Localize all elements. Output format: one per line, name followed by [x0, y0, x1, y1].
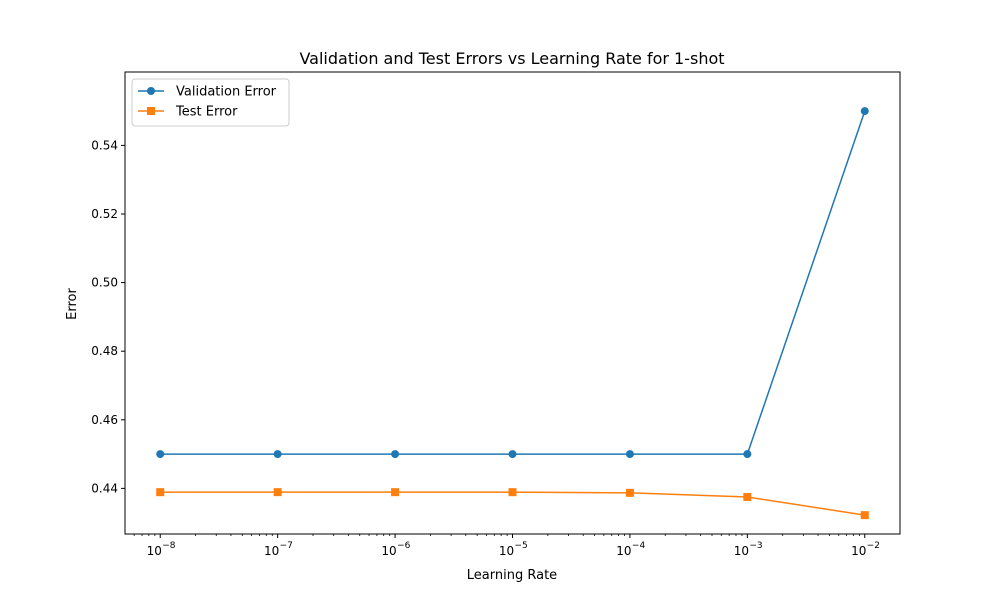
- x-tick-exponent: −2: [867, 541, 880, 551]
- x-tick-label: 10: [381, 544, 396, 558]
- legend: Validation Error Test Error: [131, 78, 290, 127]
- legend-label-1: Test Error: [175, 105, 238, 120]
- x-tick-label: 10: [616, 544, 631, 558]
- series-0-point: [391, 450, 400, 459]
- x-tick-exponent: −8: [162, 541, 176, 551]
- x-tick-label: 10: [499, 544, 514, 558]
- legend-marker-1: [147, 107, 155, 115]
- legend-label-0: Validation Error: [176, 85, 277, 100]
- series-0-point: [743, 450, 752, 459]
- chart-title: Validation and Test Errors vs Learning R…: [299, 49, 724, 68]
- legend-box: [131, 78, 290, 127]
- x-tick-exponent: −5: [515, 541, 528, 551]
- y-tick-label: 0.52: [91, 207, 118, 221]
- y-tick-label: 0.48: [91, 344, 118, 358]
- y-tick-label: 0.54: [91, 138, 118, 152]
- series-0-point: [860, 107, 869, 116]
- series-1-point: [508, 488, 517, 497]
- series-1-point: [156, 488, 165, 497]
- series-1-point: [273, 488, 282, 497]
- series-1-point: [625, 488, 634, 497]
- series-1-point: [860, 511, 869, 520]
- series-0-point: [625, 450, 634, 459]
- y-tick-label: 0.46: [91, 413, 118, 427]
- legend-marker-0: [147, 87, 155, 95]
- x-tick-exponent: −3: [749, 541, 762, 551]
- x-tick-label: 10: [264, 544, 279, 558]
- x-tick-label: 10: [147, 544, 162, 558]
- x-tick-label: 10: [734, 544, 749, 558]
- x-tick-exponent: −6: [397, 541, 411, 551]
- x-tick-exponent: −4: [632, 541, 646, 551]
- y-axis-label: Error: [65, 288, 80, 320]
- series-1-point: [743, 492, 752, 501]
- series-0-point: [508, 450, 517, 459]
- y-tick-label: 0.50: [91, 276, 118, 290]
- x-tick-exponent: −7: [280, 541, 293, 551]
- series-0-point: [273, 450, 282, 459]
- series-1-point: [391, 488, 400, 497]
- series-0-point: [156, 450, 165, 459]
- x-axis-label: Learning Rate: [467, 568, 557, 583]
- x-tick-label: 10: [851, 544, 866, 558]
- y-tick-label: 0.44: [91, 481, 118, 495]
